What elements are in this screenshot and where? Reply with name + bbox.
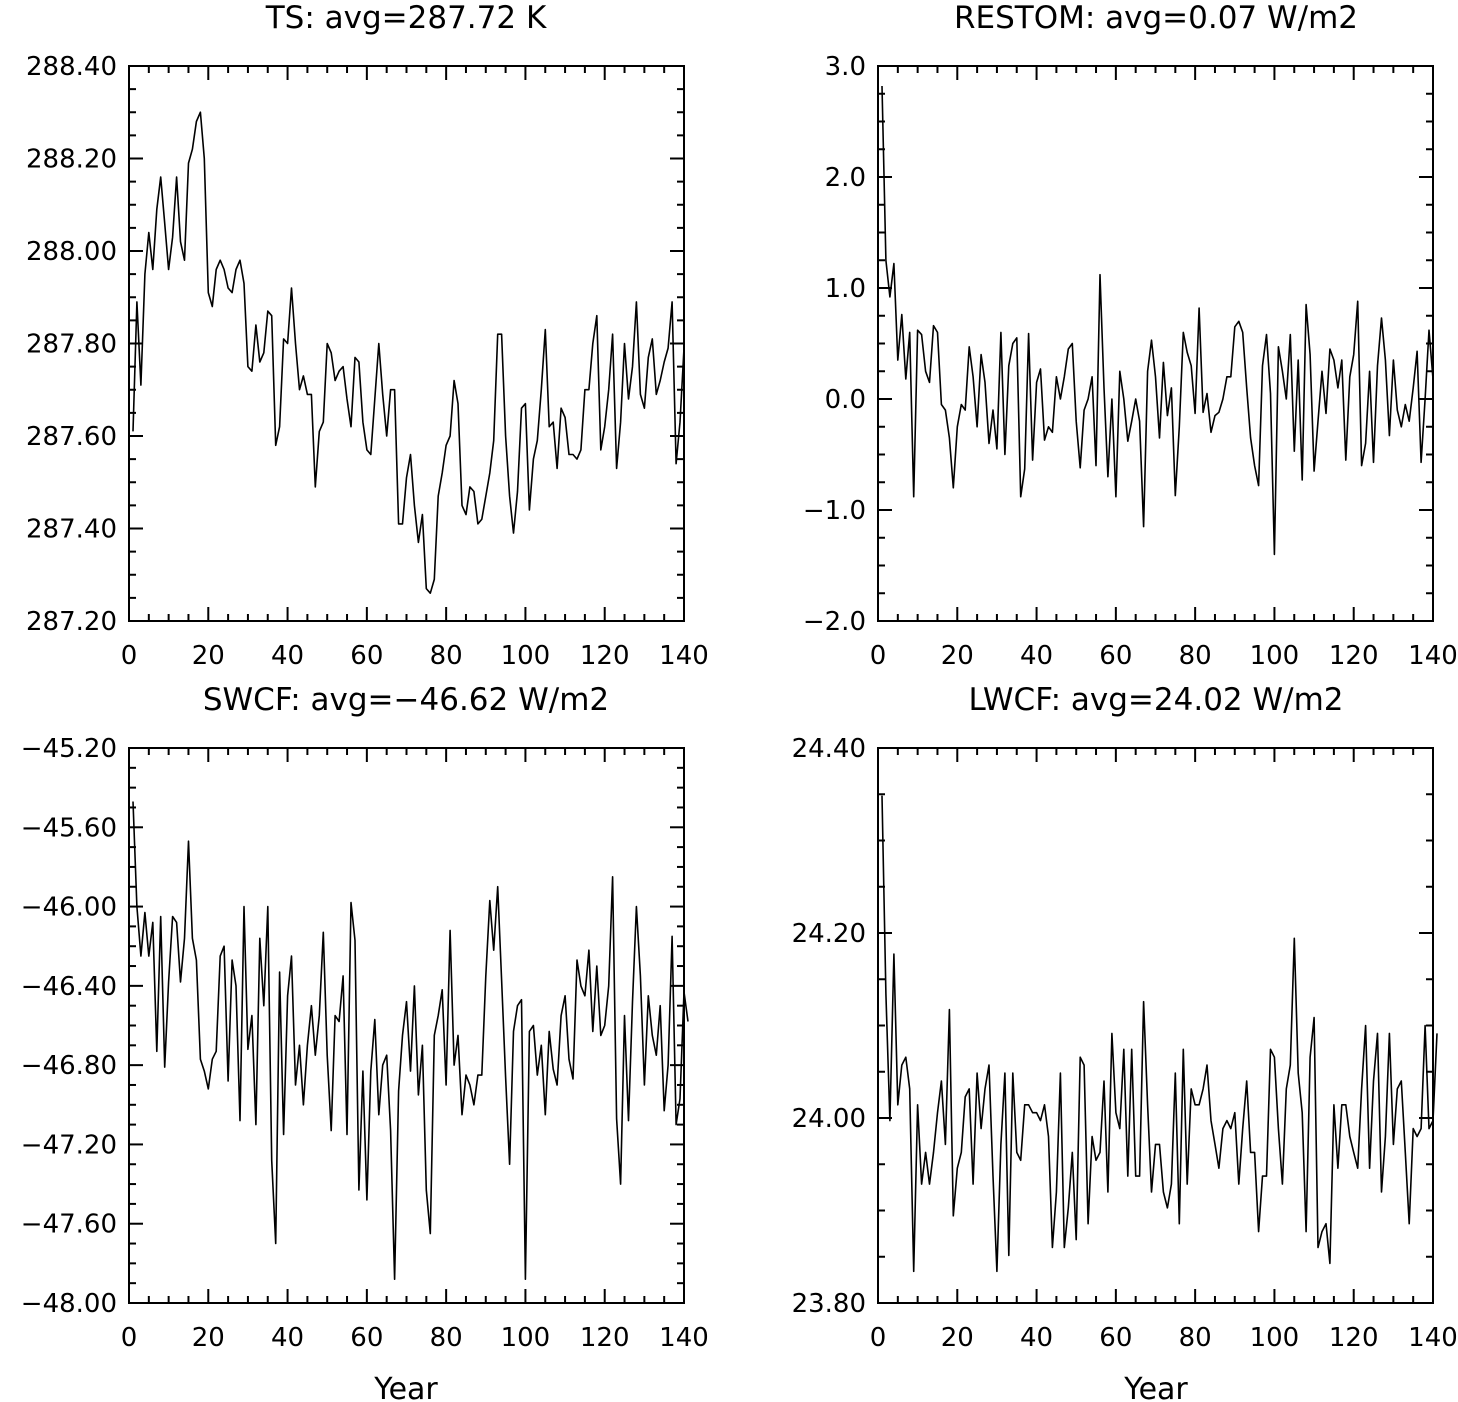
x-tick-label: 140 [1408,641,1458,671]
x-tick-label: 0 [121,641,138,671]
x-tick-label: 80 [430,641,463,671]
y-tick-label: 288.40 [26,52,117,82]
x-tick-label: 40 [271,641,304,671]
x-tick-label: 40 [271,1323,304,1353]
x-tick-label: 120 [1329,641,1379,671]
y-tick-label: 287.20 [26,607,117,637]
plot-frame [877,747,1434,1304]
panel-title: TS: avg=287.72 K [265,0,547,36]
series-line [132,111,685,595]
y-tick-label: 3.0 [825,52,866,82]
x-tick-label: 60 [350,1323,383,1353]
x-tick-label: 100 [1250,641,1300,671]
y-tick-label: −1.0 [803,496,866,526]
y-tick-label: 2.0 [825,163,866,193]
panel-swcf: SWCF: avg=−46.62 W/m2 Year 0 20 40 60 80 100 1… [21,682,709,1402]
series-line [881,795,1438,1273]
plot-frame [877,65,1434,622]
x-tick-label: 20 [941,1323,974,1353]
x-tick-label: 0 [870,641,887,671]
y-tick-label: 1.0 [825,274,866,304]
panel-title: LWCF: avg=24.02 W/m2 [968,682,1343,718]
x-tick-label: 20 [192,641,225,671]
y-tick-label: −46.00 [21,893,117,923]
y-tick-label: −45.20 [21,734,117,764]
x-tick-label: 100 [1250,1323,1300,1353]
y-tick-label: 287.80 [26,330,117,360]
x-tick-label: 40 [1020,1323,1053,1353]
x-tick-label: 120 [580,641,630,671]
x-tick-label: 60 [1099,1323,1132,1353]
x-tick-label: 60 [1099,641,1132,671]
x-tick-label: 60 [350,641,383,671]
x-tick-label: 140 [659,641,709,671]
plot-frame [128,65,685,622]
x-axis-label: Year [1123,1372,1188,1402]
panel-ts: TS: avg=287.72 K 0 20 40 60 80 100 120 140 287.2… [26,0,709,671]
x-tick-label: 120 [1329,1323,1379,1353]
panel-restom: RESTOM: avg=0.07 W/m2 0 20 40 60 80 100 120 140… [803,0,1458,671]
x-tick-label: 140 [1408,1323,1458,1353]
series-line [881,85,1434,556]
x-tick-label: 0 [870,1323,887,1353]
x-tick-label: 140 [659,1323,709,1353]
y-tick-label: 287.40 [26,515,117,545]
x-axis-label: Year [373,1372,438,1402]
y-tick-label: 288.20 [26,145,117,175]
y-tick-label: −46.40 [21,972,117,1002]
y-tick-label: −47.60 [21,1210,117,1240]
y-tick-label: −46.80 [21,1051,117,1081]
y-tick-label: −48.00 [21,1289,117,1319]
y-tick-label: −47.20 [21,1130,117,1160]
y-tick-label: 24.40 [792,734,866,764]
y-tick-label: 287.60 [26,422,117,452]
series-line [132,801,689,1280]
y-tick-label: −2.0 [803,607,866,637]
y-tick-label: 288.00 [26,237,117,267]
x-tick-label: 80 [1179,1323,1212,1353]
x-tick-label: 20 [192,1323,225,1353]
panel-title: SWCF: avg=−46.62 W/m2 [203,682,609,718]
x-tick-label: 80 [1179,641,1212,671]
x-tick-label: 40 [1020,641,1053,671]
y-tick-label: 24.00 [792,1104,866,1134]
x-tick-label: 100 [501,1323,551,1353]
y-tick-label: 23.80 [792,1289,866,1319]
panel-title: RESTOM: avg=0.07 W/m2 [954,0,1358,36]
x-tick-label: 0 [121,1323,138,1353]
panel-lwcf: LWCF: avg=24.02 W/m2 Year 0 20 40 60 80 100 12… [792,682,1458,1402]
x-tick-label: 120 [580,1323,630,1353]
y-tick-label: 24.20 [792,919,866,949]
y-tick-label: 0.0 [825,385,866,415]
x-tick-label: 80 [430,1323,463,1353]
x-tick-label: 100 [501,641,551,671]
x-tick-label: 20 [941,641,974,671]
y-tick-label: −45.60 [21,813,117,843]
